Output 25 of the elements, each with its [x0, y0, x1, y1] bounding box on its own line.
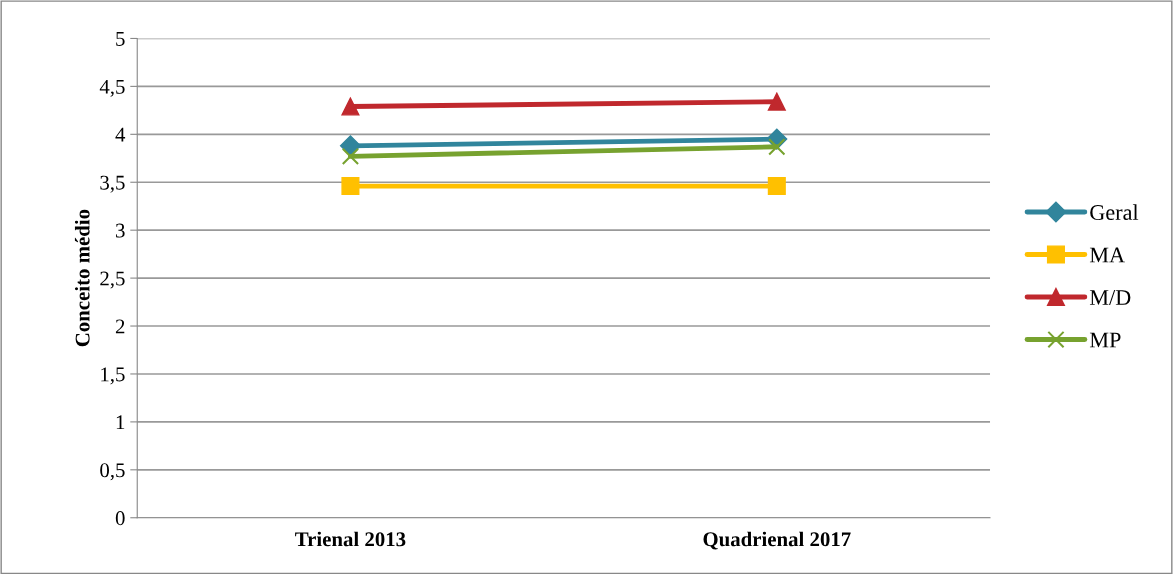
point [341, 177, 360, 196]
y-tick-label: 1 [116, 415, 125, 430]
legend-label: Geral [1090, 204, 1139, 220]
y-tick-label: 1,5 [101, 367, 125, 385]
legend-label: MP [1089, 332, 1121, 348]
y-tick-label: 3,5 [100, 175, 125, 193]
point [339, 135, 361, 157]
y-tick-label: 4,5 [99, 79, 125, 97]
y-tick-label: 2,5 [100, 271, 125, 289]
y-tick-label: 3 [116, 223, 125, 238]
y-tick-label: 0,5 [100, 463, 125, 481]
point [341, 97, 360, 116]
point [767, 177, 786, 196]
legend-label: MA [1089, 247, 1125, 263]
y-axis-title: Conceito médio [74, 209, 90, 347]
x-tick-label: Quadrienal 2017 [703, 531, 851, 550]
y-tick-label: 5 [116, 32, 125, 46]
point [767, 92, 786, 111]
point [768, 138, 786, 156]
y-tick-label: 2 [115, 319, 125, 334]
y-tick-label: 4 [115, 127, 126, 142]
y-tick-label: 0 [115, 511, 125, 526]
legend-label: M/D [1089, 290, 1131, 305]
x-tick-label: Trienal 2013 [295, 531, 406, 547]
point [341, 147, 360, 166]
